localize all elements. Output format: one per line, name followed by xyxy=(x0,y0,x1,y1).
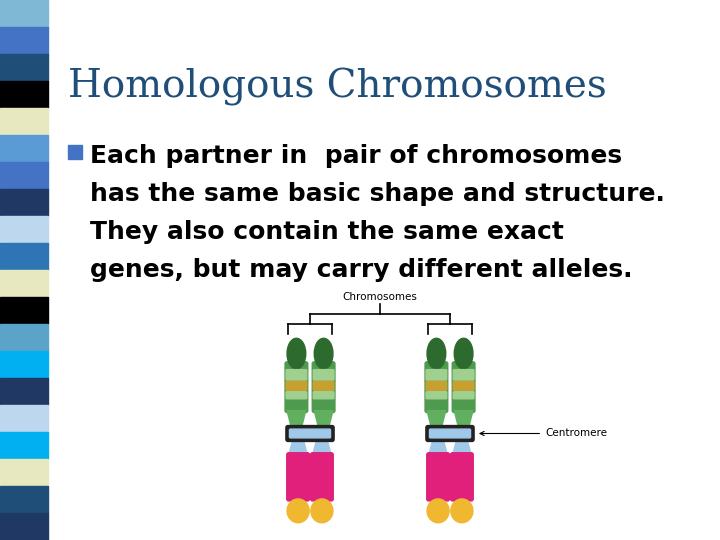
Bar xyxy=(0,135,48,162)
FancyBboxPatch shape xyxy=(286,426,334,442)
Polygon shape xyxy=(453,440,472,455)
FancyBboxPatch shape xyxy=(454,369,474,380)
FancyBboxPatch shape xyxy=(313,392,334,399)
Polygon shape xyxy=(312,440,331,455)
Bar xyxy=(0,189,48,216)
Ellipse shape xyxy=(451,499,473,523)
FancyBboxPatch shape xyxy=(454,392,474,399)
Bar xyxy=(0,432,48,459)
Bar xyxy=(0,405,48,432)
Bar xyxy=(0,351,48,378)
Text: genes, but may carry different alleles.: genes, but may carry different alleles. xyxy=(90,258,632,281)
FancyBboxPatch shape xyxy=(286,392,307,399)
Polygon shape xyxy=(428,440,447,455)
Polygon shape xyxy=(427,410,446,428)
Bar xyxy=(0,0,48,27)
FancyBboxPatch shape xyxy=(454,381,474,390)
Text: Chromosomes: Chromosomes xyxy=(343,292,418,302)
Bar xyxy=(0,54,48,81)
FancyBboxPatch shape xyxy=(310,453,333,501)
FancyBboxPatch shape xyxy=(426,381,446,390)
Bar xyxy=(0,27,48,54)
FancyBboxPatch shape xyxy=(287,453,310,501)
Bar xyxy=(0,324,48,351)
FancyBboxPatch shape xyxy=(313,369,334,380)
Ellipse shape xyxy=(287,499,309,523)
FancyBboxPatch shape xyxy=(312,362,335,413)
FancyBboxPatch shape xyxy=(426,392,446,399)
Ellipse shape xyxy=(314,338,333,369)
Bar xyxy=(0,243,48,270)
Ellipse shape xyxy=(287,338,306,369)
Polygon shape xyxy=(314,410,333,428)
FancyBboxPatch shape xyxy=(285,362,307,413)
FancyBboxPatch shape xyxy=(313,381,334,390)
Ellipse shape xyxy=(454,338,473,369)
Ellipse shape xyxy=(311,499,333,523)
Ellipse shape xyxy=(427,499,449,523)
FancyBboxPatch shape xyxy=(425,362,448,413)
FancyBboxPatch shape xyxy=(289,429,330,438)
Bar xyxy=(0,216,48,243)
FancyBboxPatch shape xyxy=(452,362,475,413)
Bar xyxy=(0,108,48,135)
FancyBboxPatch shape xyxy=(427,453,449,501)
Polygon shape xyxy=(454,410,473,428)
Ellipse shape xyxy=(427,338,446,369)
FancyBboxPatch shape xyxy=(286,381,307,390)
FancyBboxPatch shape xyxy=(429,429,471,438)
Text: has the same basic shape and structure.: has the same basic shape and structure. xyxy=(90,181,665,206)
Polygon shape xyxy=(287,410,306,428)
Polygon shape xyxy=(289,440,307,455)
Text: Centromere: Centromere xyxy=(480,429,607,438)
Text: They also contain the same exact: They also contain the same exact xyxy=(90,219,564,244)
Bar xyxy=(0,81,48,108)
Bar xyxy=(0,459,48,486)
FancyBboxPatch shape xyxy=(426,426,474,442)
Bar xyxy=(0,270,48,297)
Bar xyxy=(0,513,48,540)
Bar xyxy=(0,162,48,189)
FancyBboxPatch shape xyxy=(426,369,446,380)
Text: Homologous Chromosomes: Homologous Chromosomes xyxy=(68,68,607,106)
Bar xyxy=(68,145,82,159)
FancyBboxPatch shape xyxy=(451,453,473,501)
FancyBboxPatch shape xyxy=(286,369,307,380)
Bar xyxy=(0,486,48,513)
Bar xyxy=(0,297,48,324)
Bar xyxy=(0,378,48,405)
Text: Each partner in  pair of chromosomes: Each partner in pair of chromosomes xyxy=(90,144,622,167)
